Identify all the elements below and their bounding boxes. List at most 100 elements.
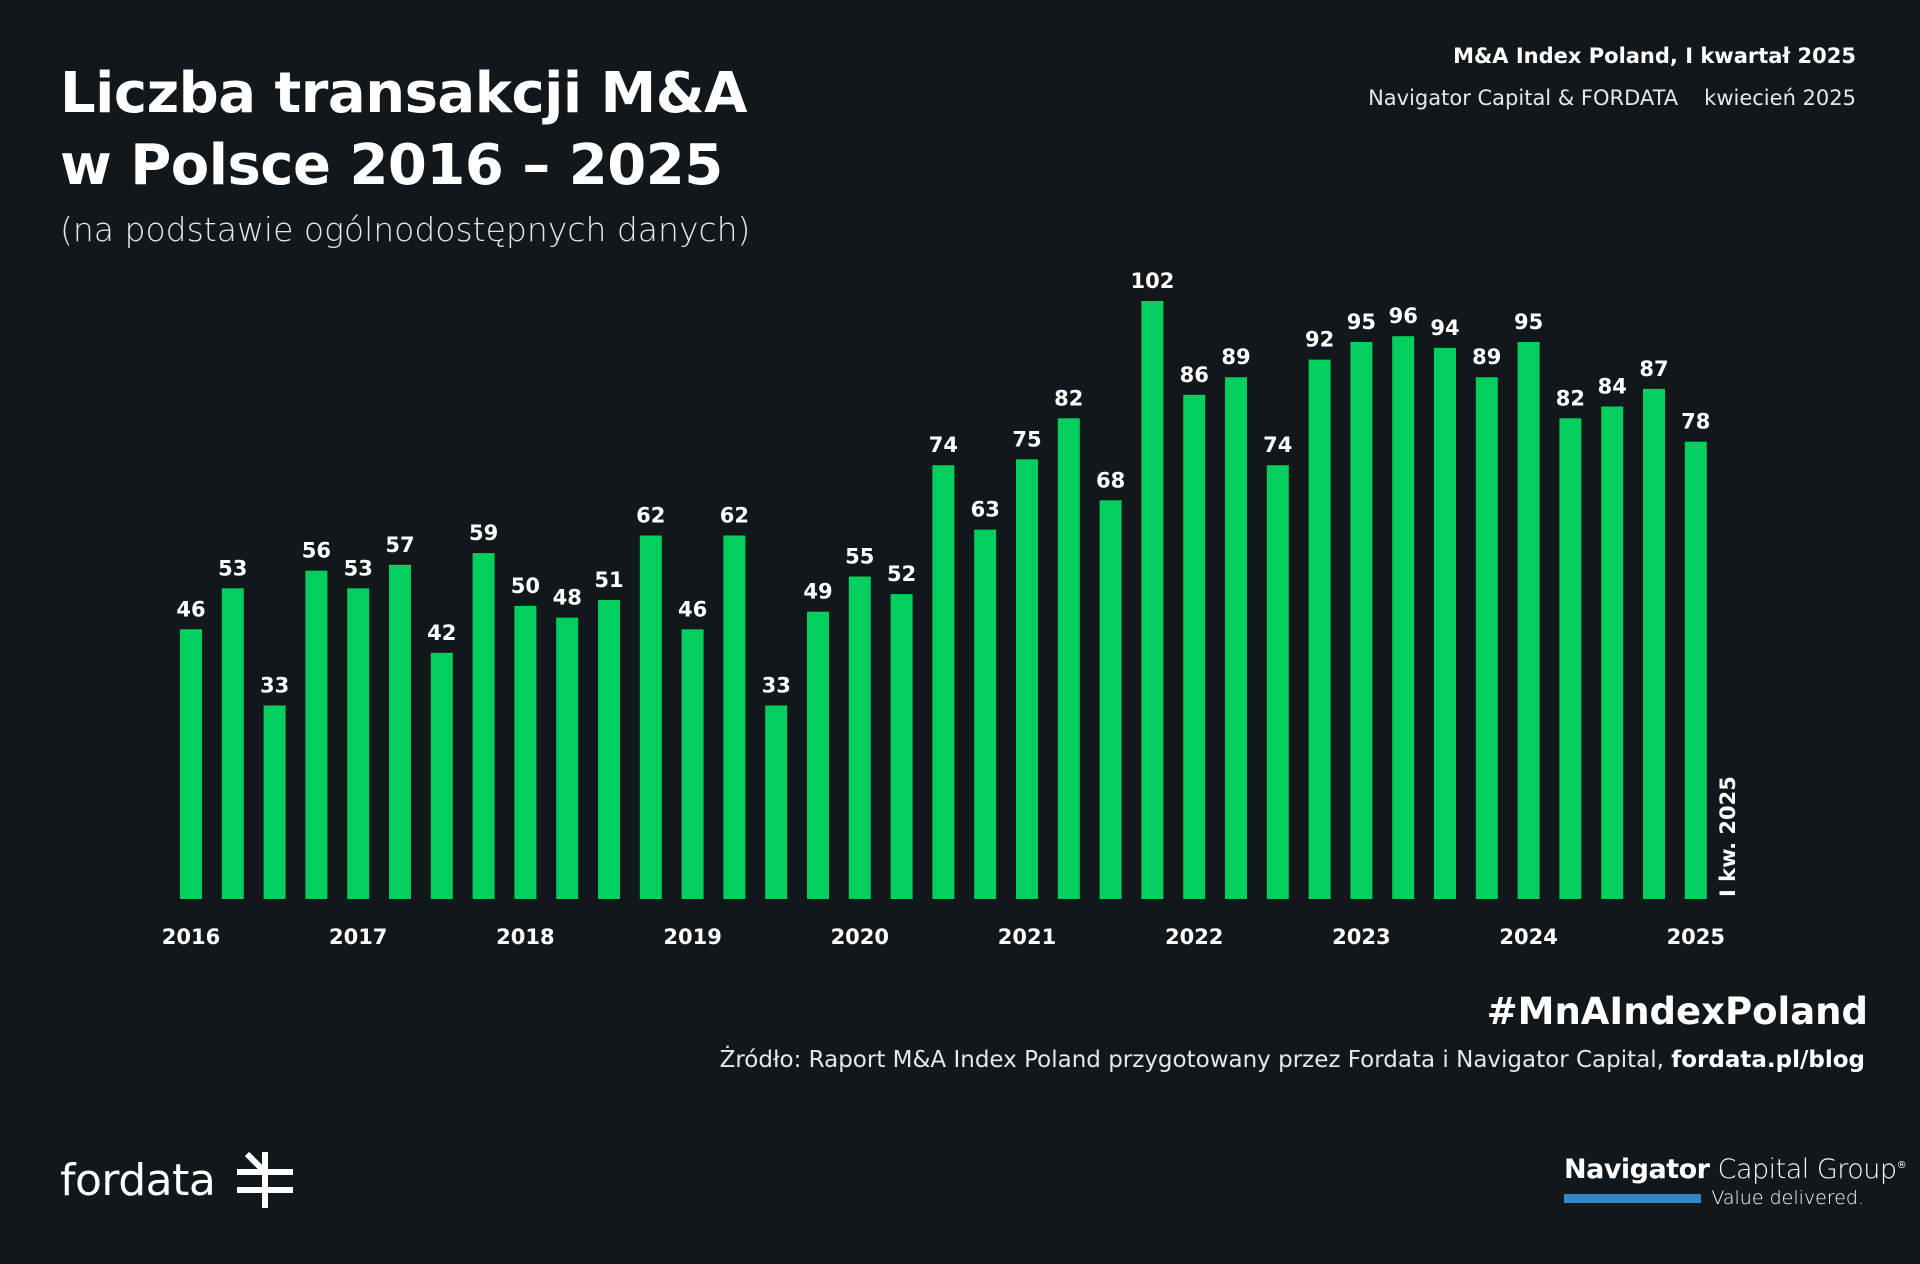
- hashtag: #MnAIndexPoland: [1486, 990, 1868, 1033]
- title-line-1: Liczba transakcji M&A: [60, 61, 747, 126]
- x-tick-label: 2025: [1667, 925, 1725, 949]
- fordata-logo: fordata: [60, 1150, 295, 1210]
- bar-value-label: 96: [1389, 304, 1418, 328]
- bar-value-label: 92: [1305, 328, 1334, 352]
- bar-2023-q1: [1350, 342, 1373, 899]
- report-meta: Navigator Capital & FORDATA kwiecień 2025: [1368, 86, 1856, 110]
- bar-2023-q3: [1434, 347, 1456, 899]
- fordata-logo-text: fordata: [60, 1154, 216, 1206]
- navigator-logo-light: Capital Group: [1717, 1154, 1897, 1185]
- bar-2016-q3: [263, 705, 286, 899]
- navigator-logo-bold: Navigator: [1564, 1154, 1710, 1185]
- bar-value-label: 82: [1556, 386, 1585, 410]
- bar-value-label: 52: [887, 562, 916, 586]
- bar-2023-q2: [1392, 336, 1415, 899]
- bar-value-label: 53: [218, 556, 247, 580]
- subtitle: (na podstawie ogólnodostępnych danych): [60, 210, 751, 249]
- bar-2019-q4: [807, 611, 829, 899]
- bar-2020-q4: [974, 529, 997, 899]
- fordata-mark-icon: [237, 1151, 294, 1208]
- bar-2017-q1: [347, 588, 370, 899]
- bar-value-label: 89: [1472, 345, 1501, 369]
- bar-value-label: 59: [469, 521, 498, 545]
- x-tick-label: 2019: [663, 925, 721, 949]
- bar-2019-q3: [765, 705, 788, 899]
- bar-2018-q3: [598, 600, 620, 899]
- bar-2024-q4: [1643, 388, 1665, 899]
- bar-2022-q2: [1225, 377, 1247, 899]
- bar-2019-q1: [681, 629, 704, 899]
- navigator-capital-logo: Navigator Capital Group® Value delivered…: [1564, 1154, 1907, 1209]
- bar-2021-q1: [1016, 459, 1038, 899]
- bar-2024-q1: [1517, 342, 1540, 899]
- bar-2023-q4: [1475, 377, 1498, 899]
- bar-value-label: 57: [385, 533, 414, 557]
- bar-2017-q2: [389, 564, 411, 899]
- bar-2022-q4: [1308, 359, 1331, 900]
- bar-value-label: 46: [678, 597, 707, 621]
- bar-2021-q3: [1099, 500, 1122, 899]
- bar-2025-q1: [1684, 441, 1707, 899]
- bar-2022-q3: [1266, 465, 1289, 899]
- bar-2016-q1: [180, 629, 202, 899]
- bar-2017-q3: [430, 652, 453, 899]
- bar-value-label: 51: [594, 568, 623, 592]
- bar-value-label: 75: [1012, 427, 1041, 451]
- bar-2024-q3: [1601, 406, 1624, 899]
- bar-value-label: 53: [344, 556, 373, 580]
- x-tick-label: 2022: [1165, 925, 1223, 949]
- bar-2018-q2: [556, 617, 579, 899]
- title-line-2: w Polsce 2016 – 2025: [60, 133, 723, 198]
- bar-2020-q1: [848, 576, 871, 899]
- bar-value-label: 62: [720, 504, 749, 528]
- bar-value-label: 33: [260, 674, 289, 698]
- x-tick-label: 2023: [1332, 925, 1390, 949]
- bar-value-label: 82: [1054, 386, 1083, 410]
- bar-value-label: 49: [803, 580, 832, 604]
- bar-value-label: 50: [511, 574, 540, 598]
- report-authors: Navigator Capital & FORDATA: [1368, 86, 1679, 110]
- source-link[interactable]: fordata.pl/blog: [1671, 1047, 1865, 1073]
- bar-2017-q4: [472, 553, 495, 899]
- bar-chart: 46 53 33 56 53 57 42 59 50 48 51 62 46 62 33 49 55 52 74 63…: [162, 269, 1740, 949]
- bar-2022-q1: [1183, 394, 1206, 899]
- quarter-annotation: I kw. 2025: [1716, 776, 1740, 897]
- bar-value-label: 48: [553, 586, 582, 610]
- bar-value-label: 74: [929, 433, 958, 457]
- source-note: Żródło: Raport M&A Index Poland przygoto…: [720, 1047, 1865, 1073]
- x-tick-label: 2024: [1499, 925, 1557, 949]
- navigator-logo-tagline-row: Value delivered.: [1564, 1187, 1864, 1209]
- x-tick-label: 2021: [998, 925, 1056, 949]
- bar-2016-q2: [221, 588, 244, 899]
- bar-value-label: 55: [845, 545, 874, 569]
- bar-2021-q4: [1141, 301, 1164, 899]
- bar-value-label: 78: [1681, 410, 1710, 434]
- bar-2020-q3: [932, 465, 955, 899]
- bar-value-label: 46: [176, 597, 205, 621]
- bar-value-label: 56: [302, 539, 331, 563]
- x-tick-label: 2020: [831, 925, 889, 949]
- bar-2018-q4: [639, 535, 662, 899]
- bar-value-label: 68: [1096, 468, 1125, 492]
- x-tick-label: 2018: [496, 925, 554, 949]
- bar-2020-q2: [890, 594, 913, 899]
- registered-mark: ®: [1896, 1160, 1907, 1171]
- bar-value-label: 94: [1430, 316, 1459, 340]
- source-text: Żródło: Raport M&A Index Poland przygoto…: [719, 1047, 1664, 1073]
- bar-value-label: 95: [1514, 310, 1543, 334]
- report-date: kwiecień 2025: [1704, 86, 1856, 110]
- navigator-logo-tagline: Value delivered.: [1711, 1187, 1864, 1209]
- bar-value-label: 86: [1180, 363, 1209, 387]
- bar-value-label: 84: [1598, 375, 1627, 399]
- bar-2021-q2: [1057, 418, 1080, 899]
- bar-value-label: 62: [636, 504, 665, 528]
- bar-value-label: 63: [971, 498, 1000, 522]
- navigator-logo-wordmark: Navigator Capital Group®: [1564, 1154, 1907, 1185]
- x-tick-label: 2017: [329, 925, 387, 949]
- bar-value-label: 74: [1263, 433, 1292, 457]
- bar-2016-q4: [305, 570, 328, 899]
- bar-value-label: 89: [1221, 345, 1250, 369]
- navigator-logo-bar: [1564, 1193, 1702, 1203]
- x-tick-label: 2016: [162, 925, 220, 949]
- page-title: Liczba transakcji M&A w Polsce 2016 – 20…: [60, 58, 747, 202]
